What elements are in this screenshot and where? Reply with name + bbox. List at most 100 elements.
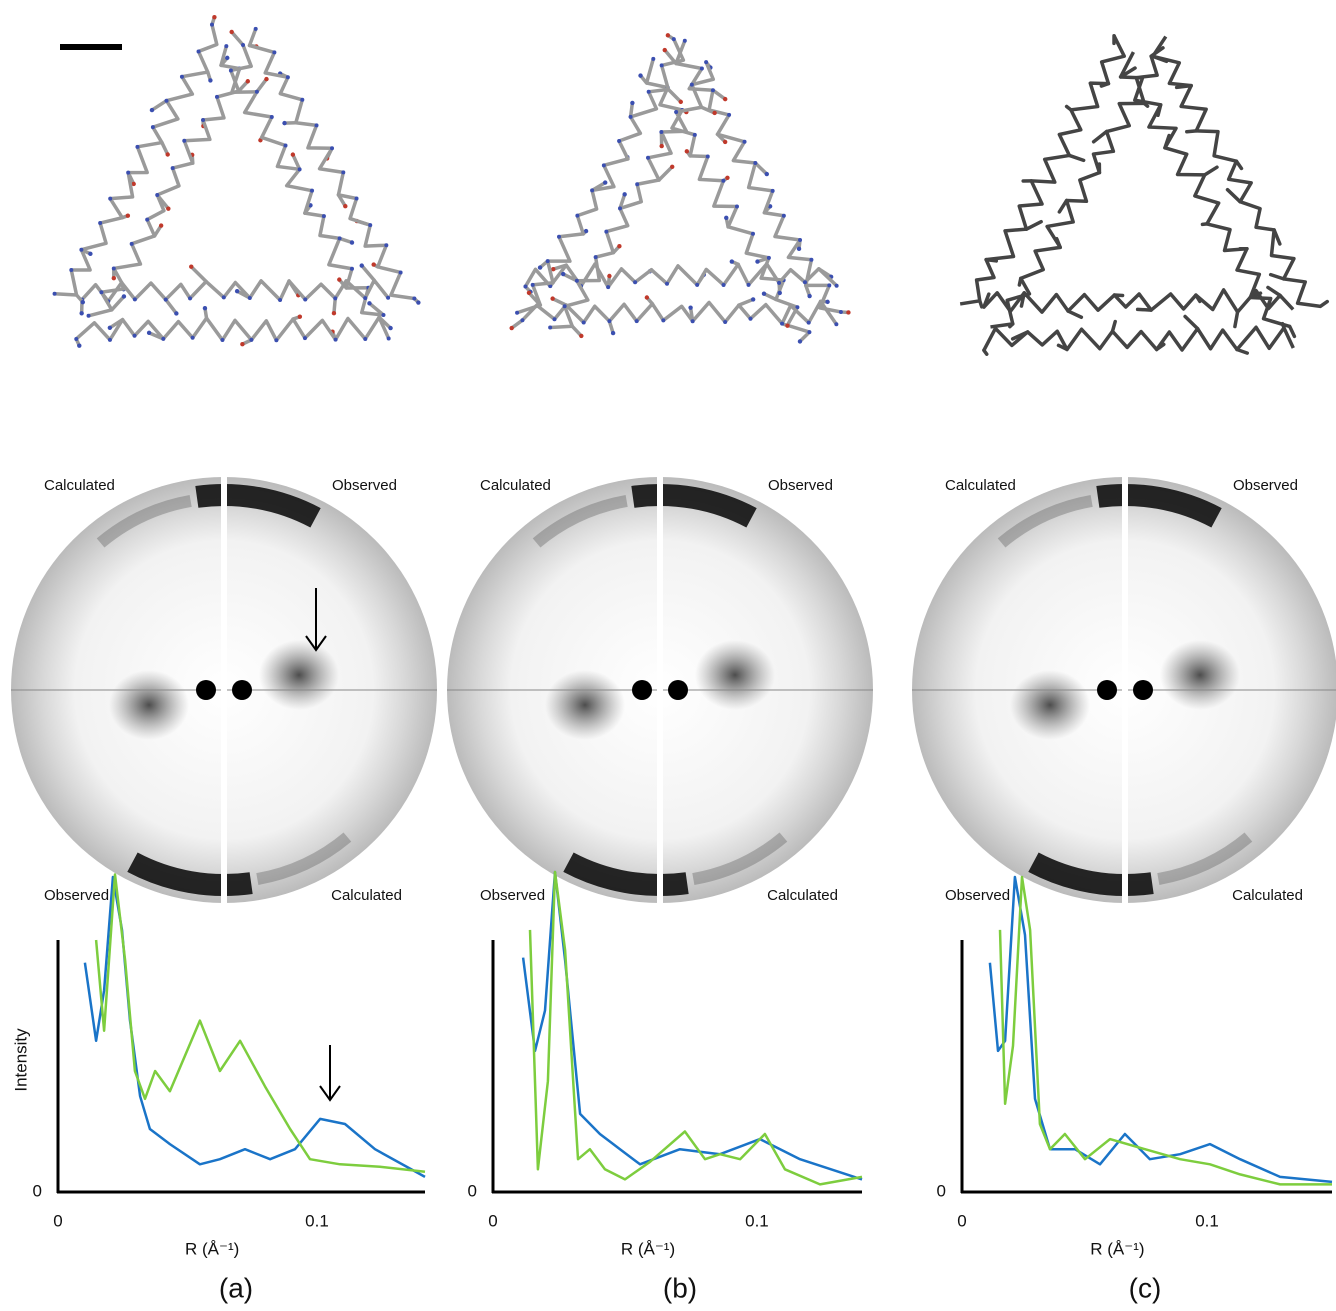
atom [515,310,520,315]
atom [111,275,117,281]
side-chain [255,77,269,94]
side-chain [699,105,717,115]
side-chain [711,88,727,101]
atom [69,268,74,273]
atom [610,330,616,336]
atom [699,66,704,71]
atom [644,295,650,300]
atom [150,125,155,130]
side-chain [1233,310,1240,329]
side-chain [189,264,208,284]
atom [371,262,376,267]
atom [695,282,700,287]
atom [590,188,595,193]
atom [651,56,656,61]
atom [545,259,550,264]
atom [333,337,338,342]
side-chain [1266,285,1282,298]
blob [259,640,339,710]
atom [131,181,136,187]
side-chain [1067,153,1086,163]
atom [208,78,213,83]
side-chain [550,296,568,307]
atom [163,297,168,302]
atom [520,318,525,323]
atom [838,309,843,314]
atom [282,120,287,126]
diffraction-label: Observed [480,887,545,904]
atom [179,74,184,79]
ring [997,495,1093,548]
atom [314,123,319,128]
data-line [521,870,863,1181]
atom [806,320,811,325]
atom [341,170,346,175]
atom [684,149,690,154]
backbone [54,24,219,297]
atom [530,282,535,287]
structures [52,14,1329,356]
atom [170,166,175,171]
atom [249,337,254,342]
side-chain [762,291,778,302]
atom [297,167,302,172]
atom [155,192,160,197]
atom [638,73,643,78]
atom [661,318,666,323]
atom [209,22,214,27]
atom [551,266,556,272]
arrow [305,588,341,1102]
atom [834,322,839,327]
ring [1028,852,1154,896]
atom [182,138,187,143]
side-chain [150,98,169,112]
atom [108,196,113,201]
side-chain [628,101,635,119]
atom [125,213,131,218]
atom [201,118,206,123]
diffraction-label: Calculated [44,477,115,494]
atom [825,299,830,305]
line-chart: 00 0.1 R (Å⁻¹) [937,875,1333,1258]
atom [202,305,208,311]
atom [80,299,86,305]
atom [98,221,103,226]
backbone [674,40,842,314]
backbone [88,44,253,318]
atom [617,244,622,249]
atom [74,336,79,341]
side-chain [657,165,674,182]
atom [129,241,134,246]
atom [416,300,421,305]
atom [548,284,553,289]
atom [283,143,288,148]
side-chain [163,297,179,316]
atom [827,283,832,288]
atom [254,89,259,94]
atom [579,333,584,339]
side-chain [982,348,989,356]
x-axis-label: R (Å⁻¹) [185,1239,239,1258]
atom [310,188,315,193]
atom [228,68,233,73]
backbone [990,55,1159,329]
beamstop [1133,680,1153,700]
atom [761,291,767,296]
atom [247,295,252,300]
atom [234,288,240,294]
diffraction-label: Observed [332,477,397,494]
atom [690,319,695,324]
atom [161,336,166,341]
atom [302,336,307,341]
atom [809,257,814,262]
atom [363,296,368,301]
atom [146,330,152,336]
atom [710,88,715,93]
atom [604,229,609,234]
atom [52,291,57,296]
atom [562,304,567,309]
atom [583,228,589,234]
data-line [94,873,426,1174]
data-line [988,875,1333,1184]
x-tick-label: 0 [488,1211,497,1230]
